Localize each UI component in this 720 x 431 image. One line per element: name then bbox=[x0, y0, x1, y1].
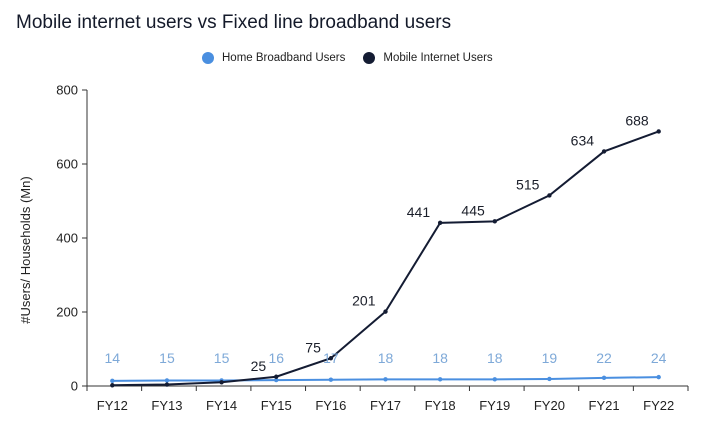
chart-lines bbox=[110, 129, 661, 388]
data-label-home-broadband: 18 bbox=[487, 350, 503, 366]
x-tick-label: FY20 bbox=[534, 398, 565, 413]
data-point-mobile-internet bbox=[164, 382, 170, 387]
x-tick-label: FY18 bbox=[425, 398, 456, 413]
data-label-home-broadband: 16 bbox=[268, 350, 284, 366]
data-point-mobile-internet bbox=[437, 220, 443, 226]
legend-swatch-mobile-internet bbox=[363, 52, 376, 64]
data-label-mobile-internet: 75 bbox=[305, 339, 321, 355]
y-tick-label: 800 bbox=[56, 83, 78, 98]
data-label-home-broadband: 19 bbox=[542, 350, 558, 366]
data-point-home-broadband bbox=[492, 377, 497, 382]
x-tick-label: FY12 bbox=[97, 398, 128, 413]
x-tick-label: FY13 bbox=[151, 398, 182, 413]
data-point-mobile-internet bbox=[492, 219, 497, 224]
legend-label-mobile-internet: Mobile Internet Users bbox=[383, 52, 493, 64]
x-tick-label: FY17 bbox=[370, 398, 401, 413]
x-tick-label: FY19 bbox=[479, 398, 510, 413]
data-label-mobile-internet: 688 bbox=[625, 112, 649, 128]
data-label-mobile-internet: 201 bbox=[352, 293, 376, 309]
x-tick-label: FY15 bbox=[261, 398, 292, 413]
data-label-home-broadband: 17 bbox=[323, 350, 339, 366]
data-label-mobile-internet: 445 bbox=[461, 202, 485, 218]
x-tick-label: FY16 bbox=[315, 398, 346, 413]
series-line-mobile-internet bbox=[112, 130, 660, 387]
x-tick-label: FY14 bbox=[206, 398, 237, 413]
chart-legend: Home Broadband Users Mobile Internet Use… bbox=[202, 52, 493, 64]
data-point-home-broadband bbox=[328, 377, 334, 382]
chart-axes: 0 200 400 600 800 FY12 FY13 FY14 FY15 FY16 FY17 FY1… bbox=[56, 83, 689, 413]
data-label-home-broadband: 24 bbox=[651, 350, 667, 366]
data-label-mobile-internet: 515 bbox=[516, 176, 540, 192]
legend-label-home-broadband: Home Broadband Users bbox=[222, 52, 346, 64]
legend-swatch-home-broadband bbox=[202, 52, 214, 64]
y-tick-label: 0 bbox=[71, 379, 78, 394]
data-label-home-broadband: 14 bbox=[105, 350, 121, 366]
legend-item-mobile-internet[interactable]: Mobile Internet Users bbox=[363, 52, 493, 64]
data-point-mobile-internet bbox=[601, 149, 607, 154]
data-label-home-broadband: 22 bbox=[596, 350, 612, 366]
data-point-home-broadband bbox=[164, 378, 170, 383]
data-point-home-broadband bbox=[437, 377, 443, 382]
y-tick-label: 200 bbox=[56, 305, 78, 320]
data-label-mobile-internet: 634 bbox=[571, 132, 595, 148]
data-label-home-broadband: 18 bbox=[432, 350, 448, 366]
data-point-mobile-internet bbox=[328, 356, 334, 361]
data-point-home-broadband bbox=[110, 378, 115, 384]
data-label-home-broadband: 15 bbox=[159, 350, 175, 366]
data-point-mobile-internet bbox=[547, 193, 552, 198]
data-point-home-broadband bbox=[601, 375, 607, 381]
legend-item-home-broadband[interactable]: Home Broadband Users bbox=[202, 52, 345, 64]
y-axis-title: #Users/ Households (Mn) bbox=[18, 176, 33, 323]
data-point-mobile-internet bbox=[383, 309, 388, 314]
data-label-mobile-internet: 441 bbox=[407, 204, 431, 220]
data-label-home-broadband: 18 bbox=[378, 350, 394, 366]
data-label-home-broadband: 15 bbox=[214, 350, 230, 366]
data-point-mobile-internet bbox=[110, 383, 115, 388]
y-tick-label: 400 bbox=[56, 231, 78, 246]
data-point-home-broadband bbox=[547, 376, 552, 382]
y-tick-label: 600 bbox=[56, 157, 78, 172]
data-point-mobile-internet bbox=[656, 129, 661, 134]
data-point-mobile-internet bbox=[274, 374, 279, 379]
data-point-mobile-internet bbox=[219, 380, 224, 385]
data-label-mobile-internet: 25 bbox=[251, 358, 267, 374]
chart-data-labels: 14 15 15 16 17 18 18 18 19 22 24 25 75 201 441 445 515 63… bbox=[105, 112, 667, 373]
data-point-home-broadband bbox=[274, 377, 279, 383]
data-point-home-broadband bbox=[656, 374, 661, 380]
data-point-home-broadband bbox=[383, 377, 388, 382]
x-tick-label: FY21 bbox=[589, 398, 620, 413]
x-tick-label: FY22 bbox=[643, 398, 674, 413]
chart-title: Mobile internet users vs Fixed line broa… bbox=[16, 12, 452, 33]
